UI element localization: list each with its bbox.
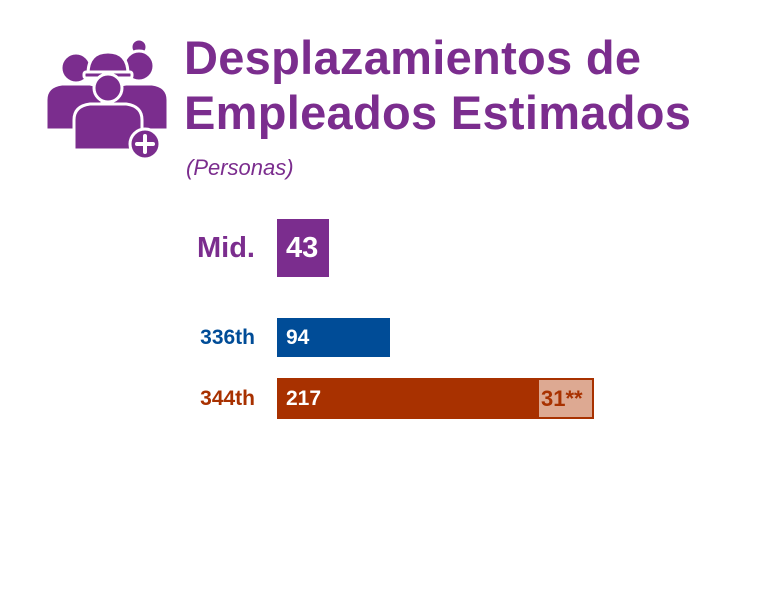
category-label-336th: 336th xyxy=(200,326,255,349)
chart-title-line-2: Empleados Estimados xyxy=(184,86,692,139)
bar-344th xyxy=(277,378,537,419)
bar-value-label-344th: 217 xyxy=(286,387,322,410)
chart-title-line-1: Desplazamientos de xyxy=(184,31,642,84)
category-label-mid: Mid. xyxy=(197,232,255,264)
chart-title: Desplazamientos de Empleados Estimados xyxy=(184,30,691,140)
employees-group-plus-icon xyxy=(44,37,170,161)
bar-value-label-mid: 43 xyxy=(286,232,319,264)
category-label-344th: 344th xyxy=(200,387,255,410)
chart-subtitle: (Personas) xyxy=(186,155,294,180)
bar-extra-344th xyxy=(537,378,594,419)
bar-value-label-336th: 94 xyxy=(286,326,310,349)
bar-mid xyxy=(277,219,329,277)
bar-336th xyxy=(277,318,390,357)
bar-extra-value-label-344th: 31** xyxy=(541,386,583,411)
